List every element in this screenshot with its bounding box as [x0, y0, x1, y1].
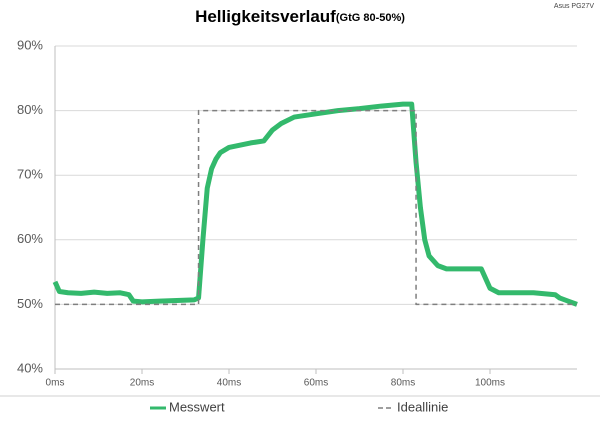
x-tick-label: 100ms [475, 378, 505, 389]
x-tick-label: 20ms [130, 378, 154, 389]
series-line [52, 101, 578, 307]
x-tick-label: 40ms [217, 378, 241, 389]
x-tick-label: 60ms [304, 378, 328, 389]
x-tick-label: 0ms [46, 378, 65, 389]
y-tick-label: 60% [17, 231, 43, 246]
y-tick-label: 50% [17, 296, 43, 311]
y-tick-label: 40% [17, 360, 43, 375]
x-tick-label: 80ms [391, 378, 415, 389]
series-line [55, 109, 577, 306]
subtitle: (GtG 80-50%) [336, 12, 405, 24]
title: Helligkeitsverlauf [195, 7, 336, 26]
y-tick-label: 80% [17, 102, 43, 117]
y-tick-label: 70% [17, 167, 43, 182]
legend-label: Ideallinie [397, 399, 448, 414]
chart-title: Helligkeitsverlauf(GtG 80-50%) [195, 7, 405, 26]
legend-label: Messwert [169, 399, 225, 414]
annotation: Asus PG27V [554, 3, 594, 10]
y-tick-label: 90% [17, 37, 43, 52]
